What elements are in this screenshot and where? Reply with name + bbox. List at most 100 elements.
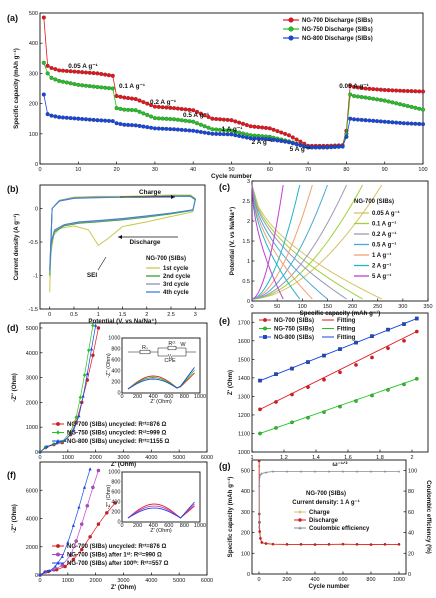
x-tick-label: 1.5 bbox=[119, 312, 127, 318]
data-point bbox=[91, 84, 96, 89]
legend-label: 3rd cycle bbox=[163, 282, 190, 288]
data-point bbox=[122, 107, 127, 112]
x-tick-label: 300 bbox=[398, 304, 407, 310]
legend-marker bbox=[263, 326, 267, 331]
charge-curve bbox=[251, 184, 364, 300]
data-point bbox=[206, 114, 211, 120]
y-tick-label: 0 bbox=[247, 299, 250, 305]
data-point bbox=[45, 63, 50, 68]
inset-y-label: -Z'' (Ohm) bbox=[106, 353, 112, 378]
data-point bbox=[206, 125, 211, 130]
inset-x-label: Z' (Ohm) bbox=[150, 528, 172, 534]
data-point bbox=[355, 543, 359, 546]
data-point bbox=[99, 71, 104, 77]
panel-label: (b) bbox=[7, 184, 19, 194]
data-point bbox=[55, 441, 59, 445]
data-point bbox=[152, 116, 157, 121]
data-point bbox=[60, 563, 64, 567]
data-point bbox=[317, 145, 322, 150]
plot-frame bbox=[251, 312, 429, 453]
inset-x-tick: 800 bbox=[180, 523, 189, 529]
x-tick-label: 1000 bbox=[62, 578, 74, 584]
data-point bbox=[63, 438, 67, 442]
data-point bbox=[88, 535, 92, 539]
data-point bbox=[397, 102, 403, 107]
charge-curve bbox=[251, 184, 347, 300]
inset-frame bbox=[121, 471, 201, 523]
data-point bbox=[49, 65, 54, 70]
data-point bbox=[86, 348, 91, 353]
data-point bbox=[285, 543, 289, 546]
y-tick-label: 2000 bbox=[26, 545, 38, 551]
y-tick-label: 5000 bbox=[26, 326, 38, 332]
data-point bbox=[290, 420, 294, 425]
legend-label: 0.05 A g⁻¹ bbox=[372, 210, 400, 217]
data-point bbox=[258, 431, 262, 436]
data-point bbox=[133, 108, 138, 113]
data-point bbox=[271, 542, 275, 546]
legend-label: 5 A g⁻¹ bbox=[372, 273, 391, 280]
y-tick-label: 0 bbox=[35, 162, 38, 168]
data-point bbox=[405, 89, 410, 94]
data-point bbox=[72, 116, 77, 121]
data-point bbox=[57, 78, 62, 83]
data-point bbox=[53, 77, 58, 82]
data-point bbox=[344, 134, 349, 139]
data-point bbox=[258, 378, 262, 383]
data-point bbox=[294, 137, 299, 142]
data-point bbox=[298, 143, 303, 148]
inset-y-tick: 600 bbox=[111, 357, 120, 363]
rate-annotation: 2 A g⁻¹ bbox=[252, 139, 273, 146]
data-point bbox=[214, 116, 219, 122]
panel-label: (d) bbox=[7, 323, 19, 333]
data-point bbox=[164, 116, 169, 121]
data-point bbox=[397, 470, 401, 473]
data-point bbox=[274, 372, 278, 377]
y-tick-label: 1700 bbox=[238, 320, 250, 326]
data-point bbox=[306, 360, 310, 364]
circuit-label: W bbox=[180, 342, 186, 348]
legend-marker bbox=[263, 318, 267, 322]
data-point bbox=[409, 121, 414, 126]
legend-label: 1st cycle bbox=[163, 266, 189, 272]
y-right-tick-label: 60 bbox=[408, 510, 414, 516]
y-tick-label: 1300 bbox=[238, 394, 250, 400]
fit-line bbox=[39, 325, 97, 453]
inset-x-tick: 400 bbox=[149, 523, 158, 529]
data-point bbox=[95, 71, 100, 76]
data-point bbox=[348, 116, 353, 121]
data-point bbox=[286, 140, 291, 145]
inset-x-tick: 600 bbox=[164, 394, 173, 400]
data-point bbox=[244, 123, 249, 128]
data-point bbox=[60, 68, 66, 73]
data-point bbox=[237, 120, 242, 125]
data-point bbox=[114, 106, 119, 111]
data-point bbox=[354, 340, 358, 345]
data-point bbox=[413, 121, 418, 126]
data-point bbox=[383, 470, 387, 473]
data-point bbox=[405, 103, 410, 109]
data-point bbox=[64, 80, 69, 85]
y-tick-label: 6000 bbox=[26, 488, 38, 494]
x-axis-label: Cycle number bbox=[309, 583, 351, 590]
data-point bbox=[145, 101, 150, 106]
data-point bbox=[129, 108, 134, 113]
x-tick-label: 40 bbox=[190, 167, 196, 173]
y-right-tick-label: 40 bbox=[408, 531, 414, 537]
data-point bbox=[91, 323, 95, 328]
data-point bbox=[160, 126, 165, 131]
plot-frame bbox=[251, 459, 407, 575]
data-point bbox=[309, 145, 314, 150]
data-point bbox=[137, 123, 142, 128]
data-point bbox=[64, 115, 69, 120]
data-point bbox=[397, 88, 403, 93]
data-point bbox=[256, 125, 261, 130]
data-point bbox=[122, 122, 127, 127]
data-point bbox=[175, 117, 180, 122]
data-point bbox=[118, 106, 123, 111]
y-right-tick-label: 80 bbox=[408, 489, 414, 495]
data-point bbox=[240, 134, 246, 139]
data-point bbox=[74, 539, 78, 543]
legend-label: NG-700 (SIBs) bbox=[274, 318, 314, 324]
data-point bbox=[113, 501, 117, 505]
